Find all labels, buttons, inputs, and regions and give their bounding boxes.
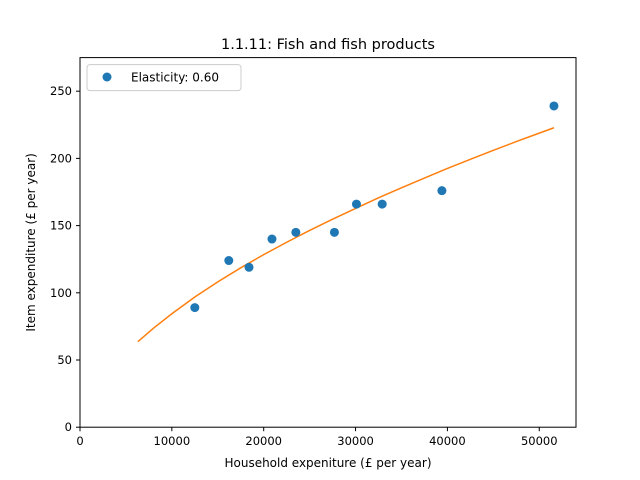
x-tick-label: 20000 bbox=[245, 434, 282, 448]
x-axis: 0 10000 20000 30000 40000 50000 bbox=[76, 427, 558, 448]
y-tick-label: 50 bbox=[57, 353, 72, 367]
y-tick-label: 200 bbox=[50, 151, 72, 165]
x-tick-label: 50000 bbox=[521, 434, 558, 448]
data-point bbox=[437, 186, 447, 196]
data-point bbox=[224, 256, 234, 266]
data-point bbox=[329, 227, 339, 237]
y-axis-label: Item expenditure (£ per year) bbox=[24, 153, 38, 331]
data-point bbox=[291, 227, 301, 237]
legend-marker bbox=[102, 72, 112, 82]
fitted-curve bbox=[137, 127, 555, 343]
y-tick-label: 0 bbox=[65, 420, 72, 434]
y-tick-label: 150 bbox=[50, 219, 72, 233]
x-axis-label: Household expeniture (£ per year) bbox=[224, 456, 431, 470]
data-point bbox=[377, 199, 387, 209]
x-tick-label: 40000 bbox=[429, 434, 466, 448]
y-tick-label: 100 bbox=[50, 286, 72, 300]
x-tick-label: 10000 bbox=[154, 434, 191, 448]
data-point bbox=[549, 101, 559, 111]
x-tick-label: 30000 bbox=[337, 434, 374, 448]
y-axis: 0 50 100 150 200 250 bbox=[50, 84, 80, 434]
legend: Elasticity: 0.60 bbox=[86, 64, 242, 92]
legend-box bbox=[86, 64, 242, 92]
data-point bbox=[244, 262, 254, 272]
legend-label: Elasticity: 0.60 bbox=[131, 71, 219, 85]
plot-area bbox=[137, 101, 559, 343]
data-point bbox=[267, 234, 277, 244]
chart-title: 1.1.11: Fish and fish products bbox=[221, 37, 435, 53]
axes-frame bbox=[79, 57, 577, 428]
y-tick-label: 250 bbox=[50, 84, 72, 98]
data-point bbox=[351, 199, 361, 209]
x-tick-label: 0 bbox=[76, 434, 83, 448]
data-point bbox=[190, 303, 200, 313]
